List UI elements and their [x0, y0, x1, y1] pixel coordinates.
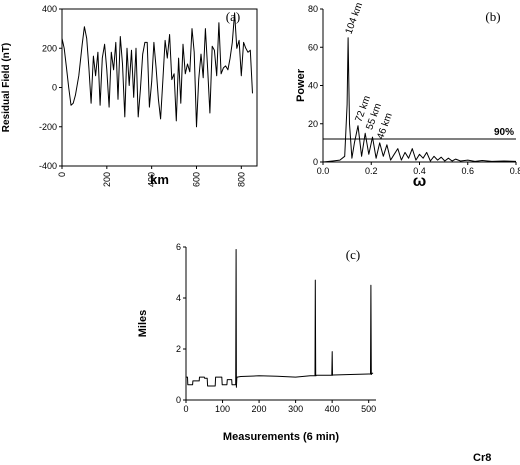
y-tick-label: -200	[39, 122, 57, 132]
y-tick-label: 6	[176, 242, 181, 252]
panel-tag: (b)	[485, 9, 500, 24]
series-line	[322, 37, 517, 163]
panel-b: 0.0 0.2 0.4 0.6 0.8 0 20 40 60 80 ω Power (b) 90% 104 …	[295, 1, 520, 190]
x-tick-label: 0.0	[317, 166, 330, 176]
x-tick-label: 0.6	[461, 166, 474, 176]
y-tick-label: 200	[42, 43, 57, 53]
y-tick-label: 0	[52, 83, 57, 93]
figure-code: Cr8	[473, 452, 492, 464]
y-axis-label: Miles	[137, 310, 149, 338]
x-axis-label: ω	[413, 173, 427, 190]
reference-line-label: 90%	[494, 127, 514, 138]
y-axis-label: Power	[295, 68, 307, 102]
y-axis-label: Residual Field (nT)	[1, 43, 12, 132]
x-tick-label: 400	[147, 172, 157, 187]
x-tick-label: 0.8	[510, 166, 520, 176]
y-tick-label: -400	[39, 161, 57, 171]
x-tick-label: 300	[288, 404, 303, 414]
x-tick-label: 200	[102, 172, 112, 187]
panel-c: 0 100 200 300 400 500 0 2 4 6 Measurements (6 min)…	[137, 242, 376, 443]
y-tick-label: 0	[176, 395, 181, 405]
y-tick-label: 80	[308, 4, 318, 14]
x-axis-label: km	[150, 172, 169, 187]
y-tick-label: 40	[308, 81, 318, 91]
panel-tag: (a)	[226, 9, 240, 24]
series-line	[186, 249, 374, 388]
peak-label: 104 km	[344, 1, 366, 36]
x-axis-label: Measurements (6 min)	[223, 431, 339, 443]
x-tick-label: 500	[361, 404, 376, 414]
y-tick-label: 0	[313, 157, 318, 167]
x-tick-label: 0	[57, 172, 67, 177]
x-tick-label: 0.4	[413, 166, 426, 176]
y-tick-label: 20	[308, 119, 318, 129]
panel-tag: (c)	[346, 247, 360, 262]
x-tick-label: 100	[215, 404, 230, 414]
y-tick-label: 2	[176, 344, 181, 354]
x-tick-label: 0.2	[365, 166, 378, 176]
y-tick-label: 400	[42, 4, 57, 14]
x-tick-label: 200	[252, 404, 267, 414]
plot-frame	[61, 8, 258, 167]
y-tick-label: 4	[176, 293, 181, 303]
x-tick-label: 600	[191, 172, 201, 187]
series-line	[61, 12, 253, 128]
x-tick-label: 800	[236, 172, 246, 187]
x-tick-label: 400	[325, 404, 340, 414]
y-tick-label: 60	[308, 42, 318, 52]
x-tick-label: 0	[183, 404, 188, 414]
